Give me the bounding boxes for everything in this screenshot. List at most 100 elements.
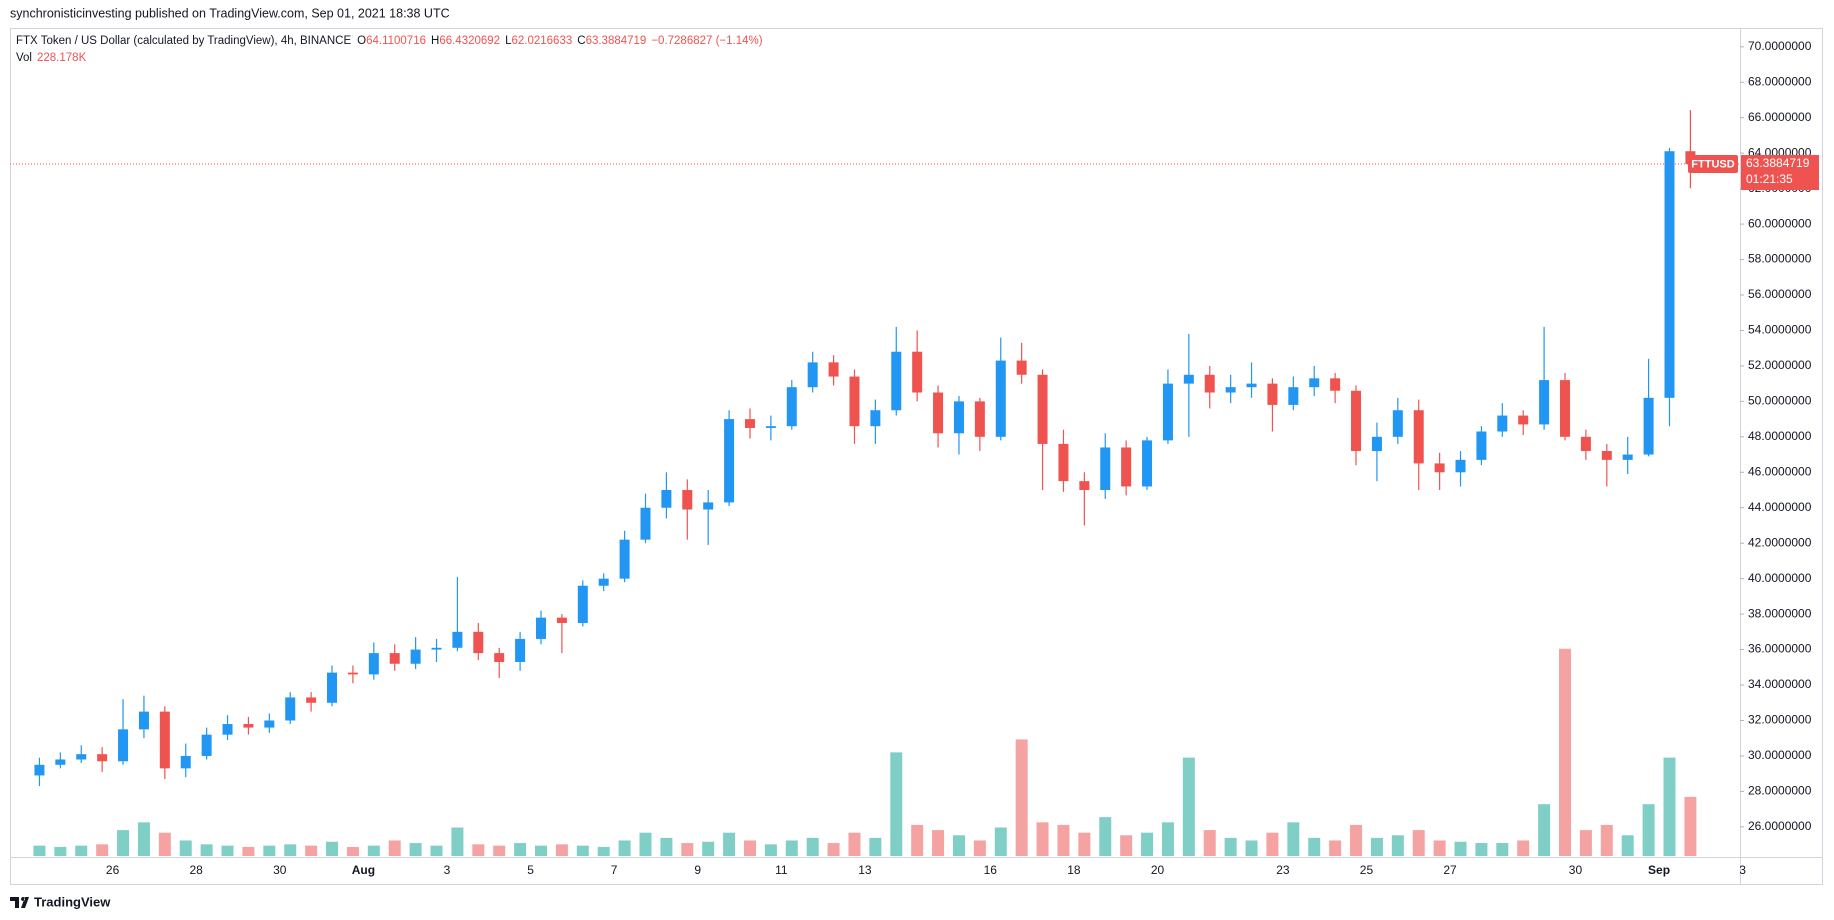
candle-body	[201, 734, 212, 756]
volume-bar	[1329, 840, 1342, 856]
volume-bar	[723, 832, 736, 856]
candle-body	[995, 360, 1006, 437]
candle-body	[661, 490, 672, 508]
candle-body	[1497, 415, 1508, 432]
volume-bar	[994, 827, 1007, 856]
y-tick-label: 40.0000000	[1748, 571, 1812, 585]
volume-bar	[1308, 837, 1321, 856]
candle-body	[285, 697, 296, 721]
volume-bar	[1517, 840, 1530, 856]
candle-body	[619, 539, 630, 579]
y-tick-label: 28.0000000	[1748, 784, 1812, 798]
volume-bar	[1161, 822, 1174, 856]
candle-body	[389, 653, 400, 664]
volume-bar	[430, 845, 443, 856]
volume-bar	[848, 832, 861, 856]
y-tick-label: 50.0000000	[1748, 394, 1812, 408]
volume-bar	[1559, 648, 1572, 856]
candle-body	[1225, 387, 1236, 393]
candle-body	[870, 410, 881, 427]
y-tick-label: 56.0000000	[1748, 287, 1812, 301]
x-tick-label: Sep	[1648, 863, 1670, 877]
candle-body	[347, 672, 358, 675]
ohlc-value: 66.4320692	[439, 35, 500, 47]
volume-bar	[451, 827, 464, 856]
candle-body	[515, 638, 526, 662]
volume-bar	[702, 841, 715, 856]
candle-body	[34, 764, 45, 776]
volume-bar	[472, 844, 485, 856]
volume-bar	[1224, 837, 1237, 856]
y-tick-label: 26.0000000	[1748, 819, 1812, 833]
volume-bar	[1120, 835, 1133, 856]
candle-body	[724, 419, 735, 503]
volume-bar	[158, 832, 171, 856]
volume-bar	[1600, 824, 1613, 856]
ohlc-value: 62.0216633	[511, 35, 572, 47]
volume-bar	[1433, 840, 1446, 856]
x-tick-label: 11	[775, 863, 788, 877]
candle-body	[1413, 410, 1424, 464]
volume-bar	[200, 844, 213, 856]
candle-body	[138, 711, 149, 730]
y-tick-label: 70.0000000	[1748, 39, 1812, 53]
change: −0.7286827 (−1.14%)	[651, 35, 762, 47]
y-tick-label: 30.0000000	[1748, 748, 1812, 762]
publisher: synchronisticinvesting published on Trad…	[10, 6, 450, 20]
candle-body	[1664, 151, 1675, 398]
volume-bar	[493, 845, 506, 856]
brand: TradingView	[34, 894, 111, 909]
x-tick-label: Aug	[352, 863, 375, 877]
volume-bar	[1621, 835, 1634, 856]
candle-body	[1351, 390, 1362, 452]
candle-body	[577, 585, 588, 623]
volume-bar	[54, 846, 67, 856]
volume-legend: Vol 228.178K	[16, 52, 87, 64]
y-tick-label: 60.0000000	[1748, 216, 1812, 230]
candle-body	[1330, 378, 1341, 391]
ohlc-key: L	[505, 35, 512, 47]
volume-bar	[743, 840, 756, 856]
symbol-label: FTTUSD	[1691, 158, 1734, 170]
volume-bar	[869, 837, 882, 856]
volume-bar	[952, 835, 965, 856]
y-tick-label: 36.0000000	[1748, 642, 1812, 656]
candle-body	[327, 672, 338, 703]
volume-bar	[514, 843, 527, 856]
volume-bar	[1391, 835, 1404, 856]
y-tick-label: 32.0000000	[1748, 713, 1812, 727]
x-tick-label: 3	[1739, 863, 1746, 877]
candle-body	[640, 507, 651, 540]
candle-body	[1121, 447, 1132, 487]
candle-body	[473, 631, 484, 654]
volume-bar	[576, 845, 589, 856]
volume-bar	[1182, 757, 1195, 856]
volume-bar	[1475, 843, 1488, 856]
volume-bar	[1099, 817, 1112, 856]
candle-body	[368, 653, 379, 675]
candle-body	[1560, 380, 1571, 437]
candle-body	[786, 387, 797, 427]
volume-bar	[284, 844, 297, 856]
volume-bar	[326, 841, 339, 856]
candle-body	[494, 653, 505, 662]
candle-body	[1392, 410, 1403, 437]
y-tick-label: 38.0000000	[1748, 606, 1812, 620]
y-tick-label: 42.0000000	[1748, 535, 1812, 549]
candle-body	[180, 755, 191, 769]
candle-body	[828, 362, 839, 377]
volume-bar	[367, 845, 380, 856]
x-tick-label: 27	[1443, 863, 1457, 877]
candle-body	[452, 631, 463, 648]
volume-bar	[681, 843, 694, 856]
candle-body	[953, 401, 964, 434]
candle-body	[1309, 378, 1320, 388]
tradingview-logo	[10, 897, 29, 908]
candle-body	[76, 754, 87, 760]
candle-body	[1016, 360, 1027, 375]
candle-body	[682, 490, 693, 510]
volume-bar	[409, 843, 422, 856]
ohlc-value: 64.1100716	[366, 35, 426, 47]
candle-body	[933, 392, 944, 434]
ohlc-key: O	[357, 35, 366, 47]
